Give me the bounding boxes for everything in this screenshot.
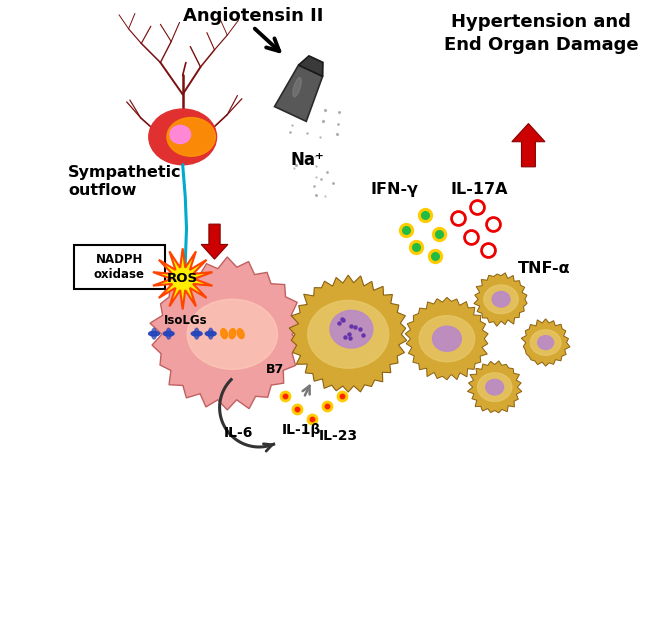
Text: TNF-α: TNF-α bbox=[517, 261, 570, 276]
Polygon shape bbox=[468, 361, 522, 413]
Ellipse shape bbox=[486, 379, 504, 395]
Ellipse shape bbox=[433, 326, 462, 351]
Text: IsoLGs: IsoLGs bbox=[164, 314, 208, 328]
Ellipse shape bbox=[152, 328, 156, 339]
Text: IL-6: IL-6 bbox=[223, 426, 253, 440]
Ellipse shape bbox=[478, 373, 512, 401]
Text: ROS: ROS bbox=[167, 273, 198, 285]
Polygon shape bbox=[153, 248, 213, 310]
Ellipse shape bbox=[530, 330, 561, 355]
Polygon shape bbox=[405, 298, 488, 380]
Ellipse shape bbox=[492, 291, 510, 307]
Text: Hypertension and
End Organ Damage: Hypertension and End Organ Damage bbox=[444, 12, 639, 54]
Text: IFN-γ: IFN-γ bbox=[370, 182, 419, 197]
Ellipse shape bbox=[537, 336, 554, 349]
Ellipse shape bbox=[170, 125, 191, 144]
Polygon shape bbox=[521, 319, 570, 366]
Text: Sympathetic
outflow: Sympathetic outflow bbox=[68, 165, 182, 198]
Ellipse shape bbox=[229, 329, 236, 339]
Text: IL-23: IL-23 bbox=[319, 429, 358, 443]
Ellipse shape bbox=[308, 300, 389, 368]
Ellipse shape bbox=[191, 331, 202, 336]
Ellipse shape bbox=[419, 316, 474, 362]
Ellipse shape bbox=[330, 310, 373, 348]
Ellipse shape bbox=[293, 77, 301, 97]
Ellipse shape bbox=[205, 331, 216, 336]
Polygon shape bbox=[274, 65, 323, 121]
Polygon shape bbox=[201, 224, 228, 259]
Polygon shape bbox=[512, 124, 545, 167]
Polygon shape bbox=[289, 275, 407, 392]
Text: IL-1β: IL-1β bbox=[282, 423, 321, 437]
Text: Na⁺: Na⁺ bbox=[291, 152, 325, 170]
Text: IL-17A: IL-17A bbox=[450, 182, 507, 197]
Polygon shape bbox=[474, 273, 527, 326]
Polygon shape bbox=[299, 56, 323, 76]
Ellipse shape bbox=[149, 109, 217, 165]
Ellipse shape bbox=[163, 331, 174, 336]
Text: Angiotensin II: Angiotensin II bbox=[183, 7, 323, 25]
Ellipse shape bbox=[195, 328, 199, 339]
Text: NADPH
oxidase: NADPH oxidase bbox=[94, 253, 145, 281]
Polygon shape bbox=[150, 257, 304, 410]
Ellipse shape bbox=[148, 331, 160, 336]
FancyBboxPatch shape bbox=[74, 245, 165, 289]
Ellipse shape bbox=[167, 117, 215, 156]
Text: B7: B7 bbox=[266, 363, 284, 376]
Ellipse shape bbox=[208, 328, 213, 339]
Ellipse shape bbox=[221, 329, 227, 339]
Ellipse shape bbox=[484, 285, 518, 314]
Ellipse shape bbox=[166, 328, 171, 339]
Ellipse shape bbox=[237, 329, 244, 339]
Ellipse shape bbox=[187, 299, 278, 369]
